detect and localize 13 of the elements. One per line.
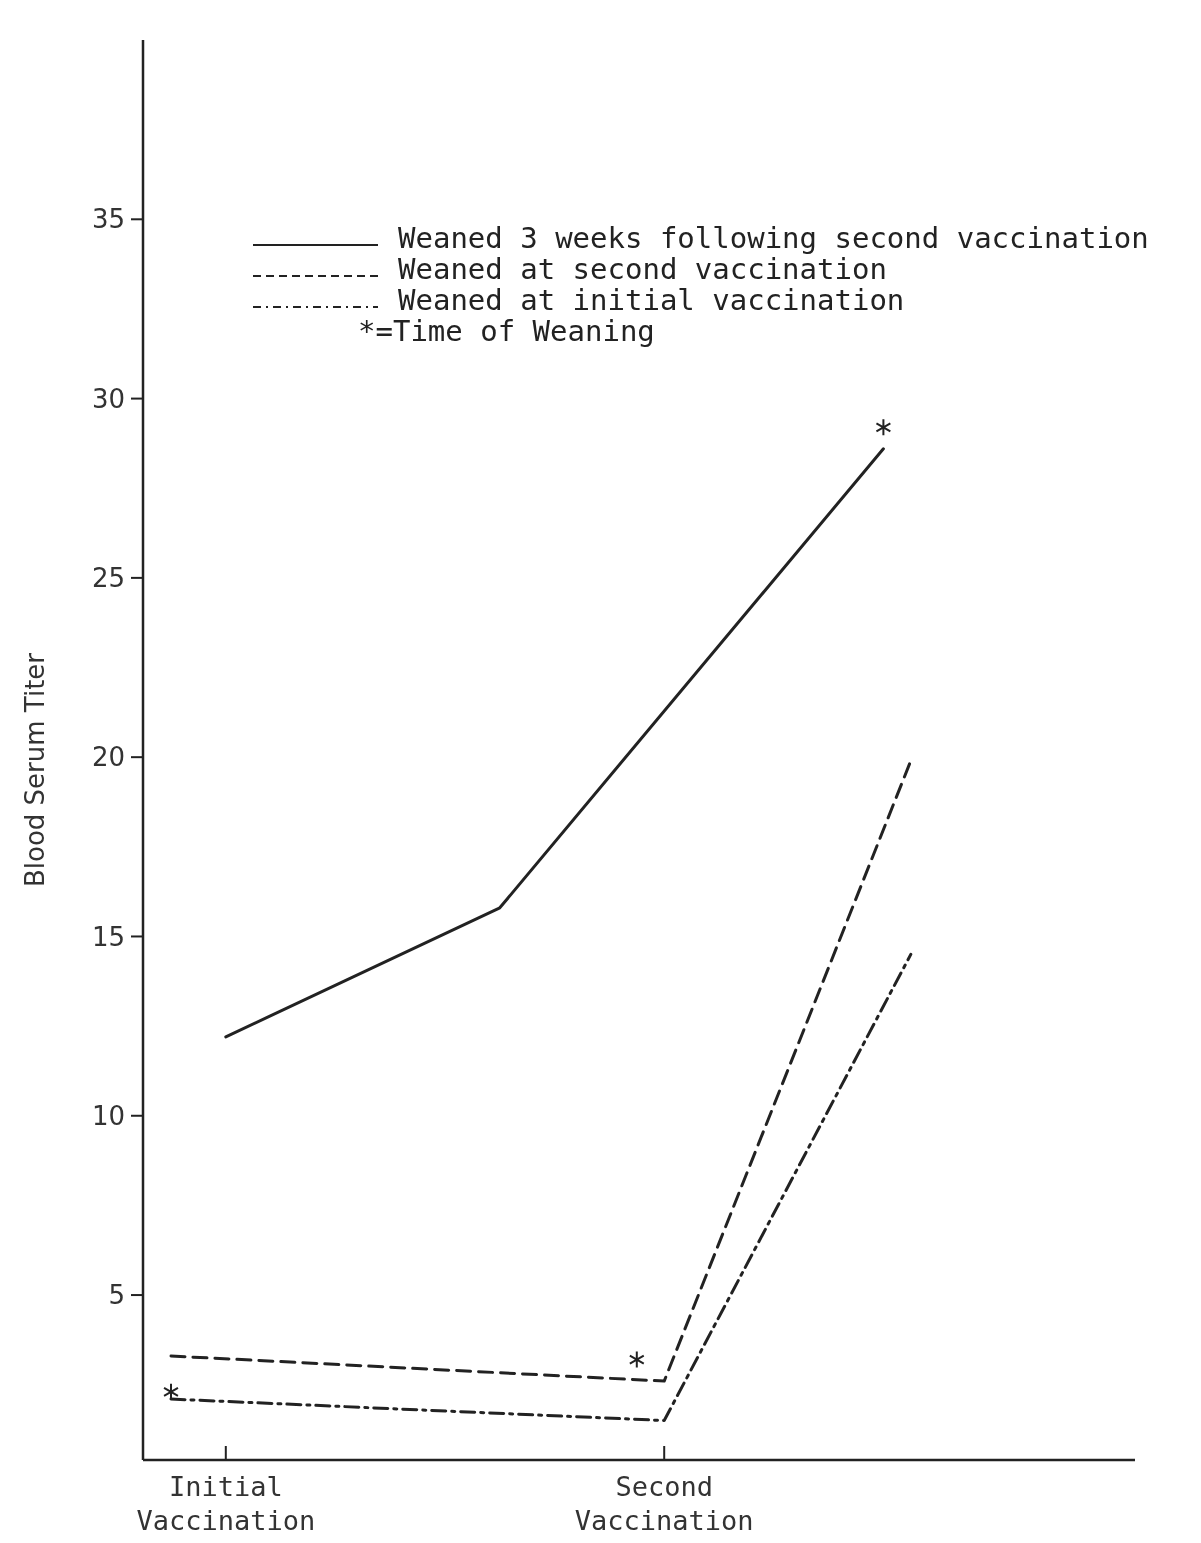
point xyxy=(875,418,892,437)
y-tick-label: 5 xyxy=(108,1280,125,1311)
x-tick-label: Initial Vaccination xyxy=(136,1471,316,1536)
x-tick-label: Second Vaccination xyxy=(574,1471,754,1536)
point xyxy=(628,1350,645,1369)
y-tick-label: 15 xyxy=(91,921,125,952)
y-tick-label: 35 xyxy=(91,204,125,235)
y-tick-label: 25 xyxy=(91,562,125,593)
y-axis-title: Blood Serum Titer xyxy=(20,652,50,888)
y-tick-label: 20 xyxy=(91,742,125,773)
legend-label: Weaned 3 weeks following second vaccination xyxy=(398,220,1149,255)
y-tick-label: 10 xyxy=(91,1100,125,1131)
y-tick-label: 30 xyxy=(91,383,125,414)
